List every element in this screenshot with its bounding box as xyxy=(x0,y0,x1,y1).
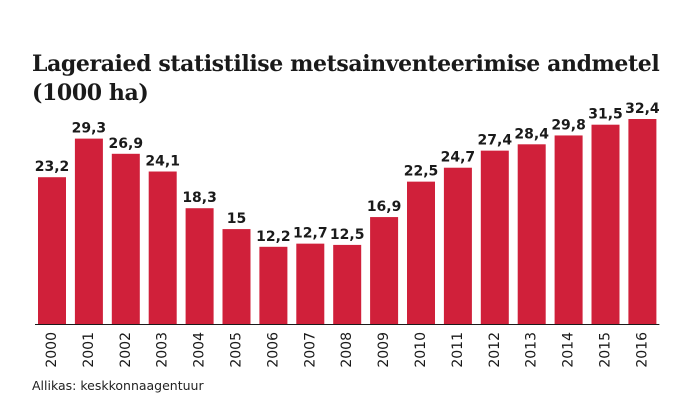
bar-2007 xyxy=(296,243,325,324)
value-label-2013: 28,4 xyxy=(514,126,549,142)
x-tick-label-2002: 2002 xyxy=(118,332,134,368)
bar-2005 xyxy=(222,229,251,324)
chart-title-line1: Lageraied statistilise metsainventeerimi… xyxy=(32,51,660,77)
value-label-2006: 12,2 xyxy=(256,229,291,245)
chart-title-line2: (1000 ha) xyxy=(32,80,149,106)
value-label-2012: 27,4 xyxy=(478,133,513,149)
x-tick-label-2003: 2003 xyxy=(155,332,171,368)
bar-2000 xyxy=(38,177,66,324)
value-label-2014: 29,8 xyxy=(551,117,586,133)
value-labels-group: 23,2 29,326,924,1 18,3 15 12,2 12,7 12,516,9 22… xyxy=(35,101,660,245)
x-tick-label-2016: 2016 xyxy=(634,332,650,368)
chart-title: Lageraied statistilise metsainventeerimi… xyxy=(32,50,660,108)
value-label-2008: 12,5 xyxy=(330,227,365,243)
x-tick-label-2000: 2000 xyxy=(44,332,60,368)
x-tick-label-2013: 2013 xyxy=(524,332,540,368)
bar-2009 xyxy=(370,217,399,324)
value-label-2002: 26,9 xyxy=(109,136,144,152)
bar-2006 xyxy=(259,246,288,324)
bars-group xyxy=(38,119,657,324)
value-label-2003: 24,1 xyxy=(145,154,180,170)
bar-2010 xyxy=(407,181,435,324)
bar-2016 xyxy=(628,119,657,324)
value-label-2007: 12,7 xyxy=(293,226,328,242)
bar-2008 xyxy=(333,244,362,324)
x-tick-label-2015: 2015 xyxy=(598,332,614,368)
bar-2001 xyxy=(74,138,103,324)
bar-2015 xyxy=(591,124,620,324)
bar-2012 xyxy=(480,150,509,324)
bar-2014 xyxy=(554,135,583,324)
x-tick-label-2007: 2007 xyxy=(302,332,318,368)
value-label-2015: 31,5 xyxy=(588,107,623,123)
bar-2013 xyxy=(517,144,546,324)
value-label-2004: 18,3 xyxy=(182,190,217,206)
x-tick-label-2008: 2008 xyxy=(339,332,355,368)
x-tick-label-2006: 2006 xyxy=(265,332,281,368)
x-tick-label-2014: 2014 xyxy=(561,332,577,368)
x-tick-label-2012: 2012 xyxy=(487,332,503,368)
bar-2003 xyxy=(148,171,177,324)
bar-2004 xyxy=(185,208,214,324)
x-tick-label-2001: 2001 xyxy=(81,332,97,368)
value-label-2011: 24,7 xyxy=(441,150,476,166)
value-label-2016: 32,4 xyxy=(625,101,660,117)
value-label-2000: 23,2 xyxy=(35,159,70,175)
source-note: Allikas: keskkonnaagentuur xyxy=(32,378,204,393)
x-tick-label-2004: 2004 xyxy=(192,332,208,368)
x-tick-label-2010: 2010 xyxy=(413,332,429,368)
bar-2002 xyxy=(111,153,140,324)
x-tick-label-2009: 2009 xyxy=(376,332,392,368)
x-tick-label-2005: 2005 xyxy=(229,332,245,368)
value-label-2001: 29,3 xyxy=(72,121,107,137)
value-label-2009: 16,9 xyxy=(367,199,402,215)
value-label-2005: 15 xyxy=(227,211,246,227)
bar-2011 xyxy=(443,167,472,324)
value-label-2010: 22,5 xyxy=(404,164,439,180)
x-tick-labels-group: 2000 2001 2002 2003 2004 2005 2006 2007 2008 2009… xyxy=(44,332,650,368)
x-tick-label-2011: 2011 xyxy=(450,332,466,368)
